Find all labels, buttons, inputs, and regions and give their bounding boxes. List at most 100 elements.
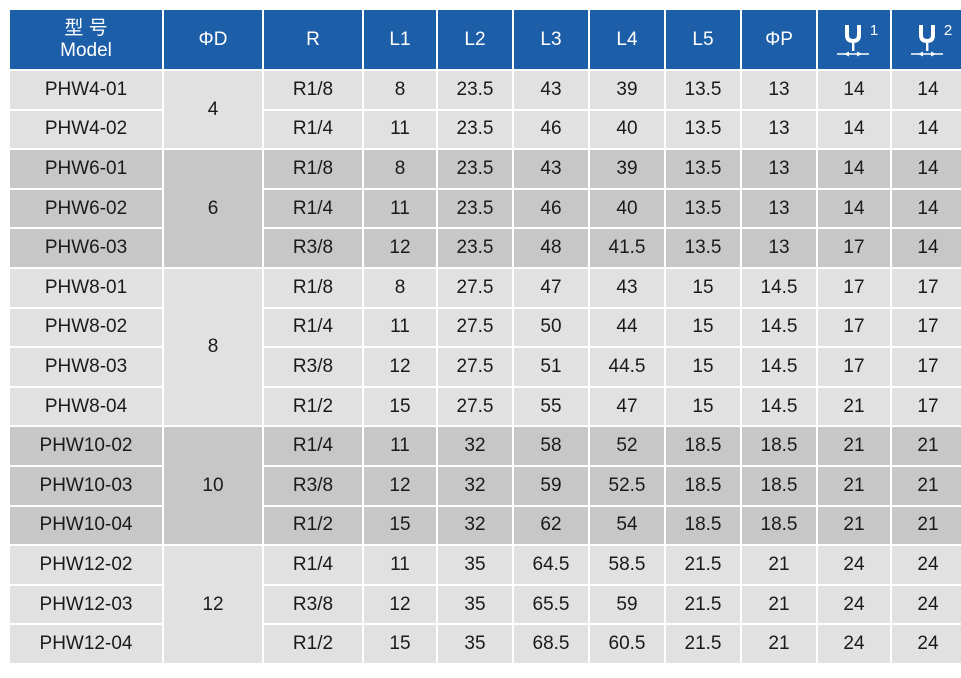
- cell-phi-p: 13: [742, 110, 816, 149]
- table-row: PHW6-02 R1/4 11 23.5 46 40 13.5 13 14 14: [10, 189, 961, 228]
- cell-l3: 43: [514, 71, 588, 109]
- table-row: PHW12-02 12 R1/4 11 35 64.5 58.5 21.5 21 24 24: [10, 546, 961, 663]
- header-l1: L1: [364, 10, 436, 69]
- cell-l1: 15: [364, 506, 436, 545]
- cell-wrench-1: 17: [818, 229, 890, 267]
- cell-r: R1/4: [264, 546, 362, 584]
- cell-l3: 59: [514, 466, 588, 505]
- cell-l4: 44: [590, 308, 664, 347]
- cell-phi-p: 18.5: [742, 506, 816, 545]
- cell-l4: 52: [590, 427, 664, 465]
- cell-model: PHW10-04: [10, 506, 162, 545]
- cell-l5: 13.5: [666, 71, 740, 109]
- cell-l5: 15: [666, 308, 740, 347]
- cell-l3: 46: [514, 189, 588, 228]
- cell-model: PHW4-01: [10, 71, 162, 109]
- cell-wrench-1: 14: [818, 150, 890, 188]
- cell-l3: 64.5: [514, 546, 588, 584]
- header-wrench-1: 1: [818, 10, 890, 69]
- cell-wrench-1: 14: [818, 71, 890, 109]
- cell-l5: 13.5: [666, 229, 740, 267]
- cell-wrench-1: 24: [818, 625, 890, 663]
- header-wrench-2: 2: [892, 10, 961, 69]
- cell-l2: 27.5: [438, 268, 512, 307]
- cell-r: R1/4: [264, 427, 362, 465]
- cell-phi-p: 21: [742, 625, 816, 663]
- header-phi-d: ΦD: [164, 10, 262, 69]
- cell-phi-p: 18.5: [742, 466, 816, 505]
- cell-l1: 11: [364, 110, 436, 149]
- cell-phi-p: 21: [742, 546, 816, 584]
- cell-r: R1/8: [264, 268, 362, 307]
- header-l3: L3: [514, 10, 588, 69]
- cell-r: R1/2: [264, 625, 362, 663]
- cell-l4: 59: [590, 585, 664, 624]
- cell-l5: 21.5: [666, 625, 740, 663]
- cell-wrench-1: 21: [818, 427, 890, 465]
- header-row: 型 号 Model ΦD R L1 L2 L3 L4 L5 ΦP 1: [10, 10, 961, 69]
- cell-wrench-2: 17: [892, 348, 961, 386]
- cell-r: R1/4: [264, 189, 362, 228]
- cell-r: R3/8: [264, 348, 362, 386]
- cell-wrench-2: 21: [892, 506, 961, 545]
- cell-l1: 12: [364, 466, 436, 505]
- cell-l1: 8: [364, 150, 436, 188]
- table-row: PHW8-02 R1/4 11 27.5 50 44 15 14.5 17 17: [10, 308, 961, 347]
- cell-l3: 48: [514, 229, 588, 267]
- cell-phi-p: 14.5: [742, 308, 816, 347]
- cell-phi-p: 14.5: [742, 268, 816, 307]
- cell-wrench-1: 24: [818, 546, 890, 584]
- cell-l2: 27.5: [438, 348, 512, 386]
- cell-l3: 43: [514, 150, 588, 188]
- cell-model: PHW12-04: [10, 625, 162, 663]
- cell-l4: 58.5: [590, 546, 664, 584]
- cell-l5: 18.5: [666, 466, 740, 505]
- cell-l2: 32: [438, 466, 512, 505]
- cell-wrench-2: 14: [892, 150, 961, 188]
- cell-l1: 12: [364, 229, 436, 267]
- cell-l2: 32: [438, 427, 512, 465]
- cell-r: R1/8: [264, 150, 362, 188]
- cell-model: PHW6-01: [10, 150, 162, 188]
- cell-l2: 23.5: [438, 71, 512, 109]
- cell-l4: 39: [590, 150, 664, 188]
- cell-l5: 13.5: [666, 110, 740, 149]
- table-row: PHW8-01 8 R1/8 8 27.5 47 43 15 14.5 17 17: [10, 268, 961, 426]
- cell-l1: 11: [364, 189, 436, 228]
- cell-model: PHW12-02: [10, 546, 162, 584]
- cell-l4: 40: [590, 189, 664, 228]
- cell-l4: 60.5: [590, 625, 664, 663]
- table-row: PHW10-03 R3/8 12 32 59 52.5 18.5 18.5 21 21: [10, 466, 961, 505]
- header-model-en: Model: [60, 39, 112, 61]
- table-body: PHW4-01 4 R1/8 8 23.5 43 39 13.5 13 14 14 PHW4-02 R1…: [10, 71, 961, 663]
- cell-l1: 8: [364, 71, 436, 109]
- cell-l2: 23.5: [438, 229, 512, 267]
- wrench-size-2-number: 2: [943, 21, 953, 39]
- cell-phi-p: 13: [742, 71, 816, 109]
- cell-r: R3/8: [264, 585, 362, 624]
- table-row: PHW10-02 10 R1/4 11 32 58 52 18.5 18.5 21 21: [10, 427, 961, 545]
- cell-l2: 23.5: [438, 110, 512, 149]
- cell-wrench-1: 14: [818, 189, 890, 228]
- cell-l2: 35: [438, 546, 512, 584]
- cell-l2: 35: [438, 585, 512, 624]
- cell-phi-d: 8: [164, 268, 262, 426]
- wrench-size-1-number: 1: [869, 21, 879, 39]
- cell-r: R1/8: [264, 71, 362, 109]
- cell-model: PHW8-03: [10, 348, 162, 386]
- cell-model: PHW10-03: [10, 466, 162, 505]
- cell-l1: 12: [364, 348, 436, 386]
- cell-l2: 27.5: [438, 387, 512, 426]
- header-r: R: [264, 10, 362, 69]
- cell-l3: 68.5: [514, 625, 588, 663]
- cell-model: PHW8-04: [10, 387, 162, 426]
- table-row: PHW8-03 R3/8 12 27.5 51 44.5 15 14.5 17 17: [10, 348, 961, 386]
- header-model: 型 号 Model: [10, 10, 162, 69]
- cell-l1: 15: [364, 625, 436, 663]
- cell-l5: 15: [666, 387, 740, 426]
- cell-l5: 18.5: [666, 427, 740, 465]
- table-row: PHW6-03 R3/8 12 23.5 48 41.5 13.5 13 17 14: [10, 229, 961, 267]
- cell-wrench-1: 17: [818, 348, 890, 386]
- cell-l3: 62: [514, 506, 588, 545]
- cell-l4: 40: [590, 110, 664, 149]
